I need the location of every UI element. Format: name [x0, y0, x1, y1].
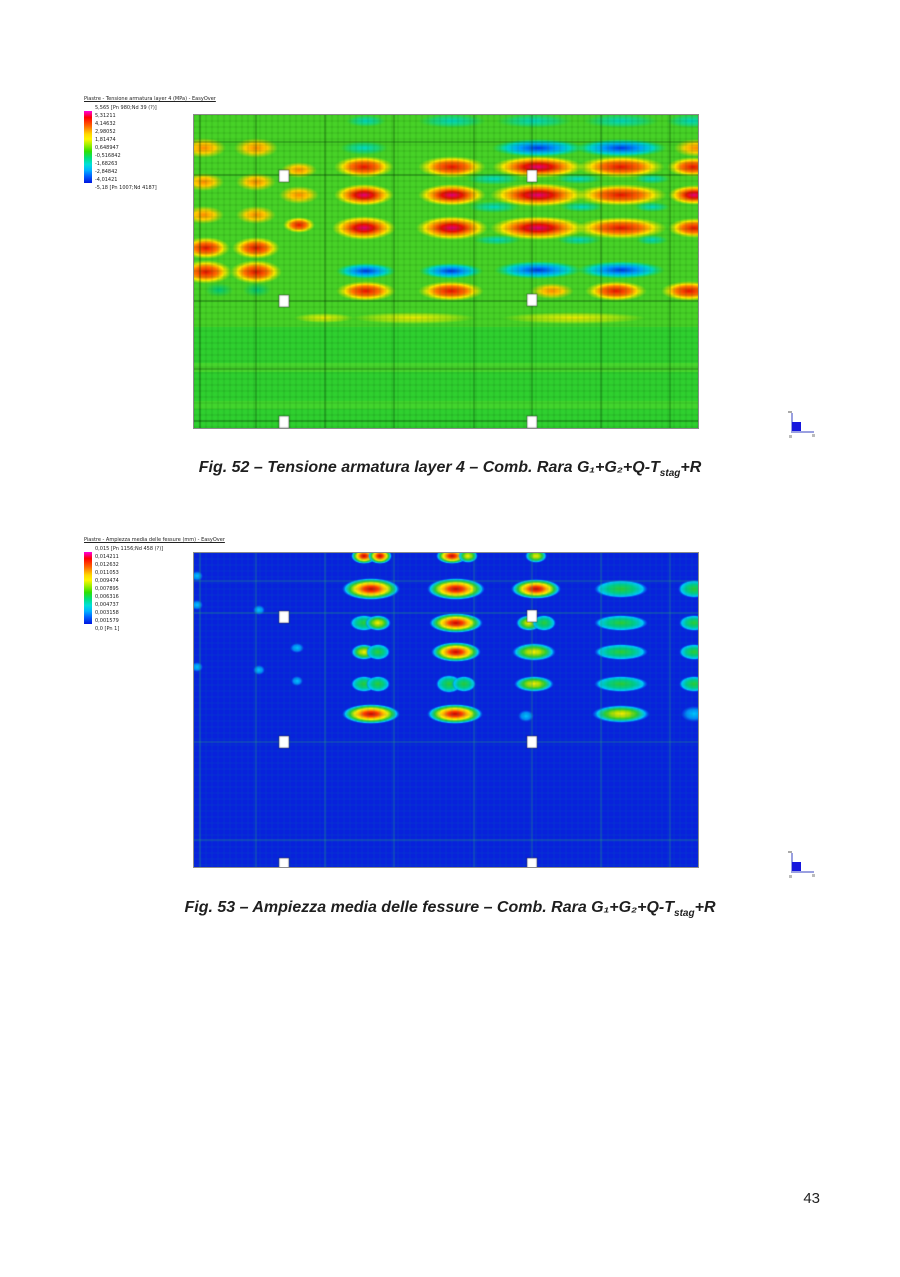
fig52-contour-plot: [193, 114, 699, 429]
axes-triad-icon: [783, 850, 815, 880]
axes-triad-icon: [783, 410, 815, 440]
axis-x-line: [791, 871, 814, 873]
legend-entry: 0,012632: [95, 562, 119, 568]
axis-tick: [789, 435, 792, 438]
legend-entry: -4,01421: [95, 177, 118, 183]
caption-subscript: stag: [674, 908, 695, 920]
legend-entry: 0,015 [Pn 1156;Nd 458 (?)]: [95, 546, 164, 552]
fig53-colorbar: [84, 552, 92, 624]
fig53-legend-body: 0,015 [Pn 1156;Nd 458 (?)] 0,014211 0,01…: [84, 545, 214, 633]
caption-text: +R: [694, 899, 716, 916]
legend-entry: 5,31211: [95, 113, 116, 119]
legend-entry: 0,009474: [95, 578, 119, 584]
legend-entry: 0,007895: [95, 586, 119, 592]
caption-text: +R: [680, 459, 702, 476]
caption-text: Fig. 52 – Tensione armatura layer 4 – Co…: [198, 459, 660, 476]
fig53-legend-labels: 0,015 [Pn 1156;Nd 458 (?)] 0,014211 0,01…: [95, 545, 163, 633]
axis-tick: [812, 434, 815, 437]
fig53-contour-plot: [193, 552, 699, 868]
legend-entry: 1,81474: [95, 137, 116, 143]
caption-subscript: stag: [659, 468, 681, 480]
fig53-legend-title: Piastre - Ampiezza media delle fessure (…: [84, 537, 225, 543]
legend-entry: -0,516842: [95, 153, 121, 159]
axis-tick: [789, 875, 792, 878]
fig52-legend-body: 5,565 [Pn 980;Nd 39 (?)] 5,31211 4,14632…: [84, 104, 214, 192]
axis-tick: [812, 874, 815, 877]
fig52-legend: Piastre - Tensione armatura layer 4 (MPa…: [84, 96, 216, 192]
page-number: 43: [803, 1190, 820, 1207]
legend-entry: 0,004737: [95, 602, 119, 608]
axis-origin-square: [792, 862, 801, 871]
fig52-legend-title: Piastre - Tensione armatura layer 4 (MPa…: [84, 96, 216, 102]
legend-entry: -5,18 [Pn 1007;Nd 4187]: [95, 185, 157, 191]
legend-entry: 0,014211: [95, 554, 119, 560]
legend-entry: 0,0 [Pn 1]: [95, 626, 120, 632]
legend-entry: 2,98052: [95, 129, 116, 135]
legend-entry: 0,011053: [95, 570, 119, 576]
fig52-legend-labels: 5,565 [Pn 980;Nd 39 (?)] 5,31211 4,14632…: [95, 104, 157, 192]
legend-entry: 0,001579: [95, 618, 119, 624]
legend-entry: -2,84842: [95, 169, 118, 175]
axis-tick: [788, 411, 792, 413]
fig52-colorbar: [84, 111, 92, 183]
legend-entry: 4,14632: [95, 121, 116, 127]
fig53-caption: Fig. 53 – Ampiezza media delle fessure –…: [0, 899, 900, 919]
fig53-legend: Piastre - Ampiezza media delle fessure (…: [84, 537, 225, 633]
legend-entry: 0,648947: [95, 145, 119, 151]
fig52-caption: Fig. 52 – Tensione armatura layer 4 – Co…: [0, 459, 900, 479]
legend-entry: -1,68263: [95, 161, 118, 167]
axis-x-line: [791, 431, 814, 433]
legend-entry: 0,006316: [95, 594, 119, 600]
axis-tick: [788, 851, 792, 853]
caption-text: Fig. 53 – Ampiezza media delle fessure –…: [184, 899, 675, 916]
axis-origin-square: [792, 422, 801, 431]
legend-entry: 0,003158: [95, 610, 119, 616]
legend-entry: 5,565 [Pn 980;Nd 39 (?)]: [95, 105, 157, 111]
